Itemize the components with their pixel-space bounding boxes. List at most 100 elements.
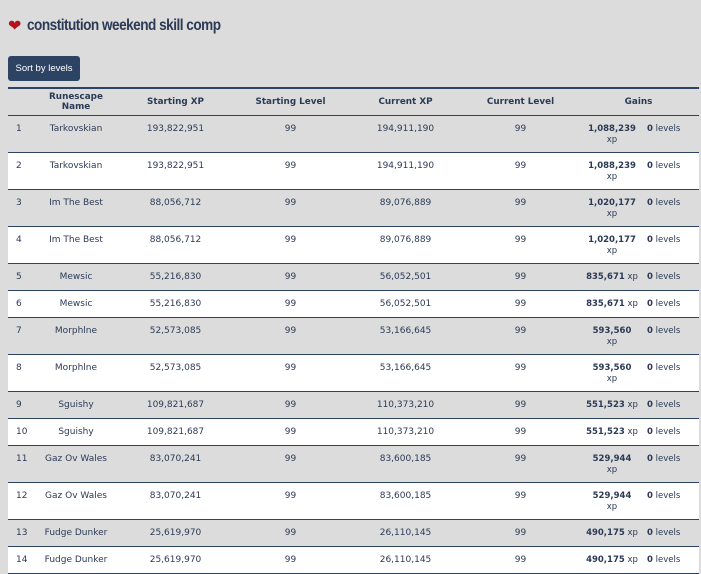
table-row: 5 Mewsic 55,216,830 99 56,052,501 99 835,671 x… [8,263,700,291]
table-row: 3 Im The Best 88,056,712 99 89,076,889 99 1,02… [8,189,700,227]
current-level: 99 [463,445,578,483]
current-xp: 56,052,501 [348,290,463,318]
xp-unit: xp [606,246,618,256]
column-header-current-xp[interactable]: Current XP [348,87,463,116]
starting-level: 99 [233,290,348,318]
table-row: 14 Fudge Dunker 25,619,970 99 26,110,145 99 49… [8,546,700,574]
xp-unit: xp [627,400,638,410]
rank: 5 [8,263,34,291]
starting-xp: 193,822,951 [118,115,233,153]
leaderboard-table: Runescape Name Starting XP Starting Leve… [8,87,700,574]
gained-levels: 0 levels [646,482,700,520]
gained-xp: 835,671 xp [578,263,646,291]
starting-xp: 52,573,085 [118,354,233,392]
current-level: 99 [463,317,578,355]
column-header-starting-level[interactable]: Starting Level [233,87,348,116]
levels-unit: levels [655,528,681,538]
gained-xp: 1,020,177 xp [578,226,646,264]
table-row: 1 Tarkovskian 193,822,951 99 194,911,190 99 1,… [8,115,700,153]
xp-unit: xp [606,374,618,384]
rank: 3 [8,189,34,227]
gained-levels-value: 0 [647,124,653,134]
xp-unit: xp [606,135,618,145]
page-title: ❤ constitution weekend skill comp [8,17,255,35]
current-xp: 83,600,185 [348,482,463,520]
starting-level: 99 [233,482,348,520]
gained-levels-value: 0 [647,326,653,336]
gained-levels-value: 0 [647,161,653,171]
current-level: 99 [463,519,578,547]
current-xp: 53,166,645 [348,354,463,392]
current-level: 99 [463,482,578,520]
starting-xp: 25,619,970 [118,546,233,574]
column-header-gains[interactable]: Gains [578,87,700,116]
xp-unit: xp [627,299,638,309]
gained-levels: 0 levels [646,354,700,392]
gained-levels-value: 0 [647,400,653,410]
current-level: 99 [463,152,578,190]
starting-level: 99 [233,226,348,264]
gained-xp-value: 593,560 [592,326,632,336]
starting-level: 99 [233,263,348,291]
starting-level: 99 [233,354,348,392]
levels-unit: levels [655,363,681,373]
runescape-name: Tarkovskian [34,115,118,153]
gained-xp: 1,088,239 xp [578,115,646,153]
gained-levels-value: 0 [647,454,653,464]
runescape-name: Mewsic [34,290,118,318]
column-header-starting-xp[interactable]: Starting XP [118,87,233,116]
gained-xp-value: 835,671 [586,299,625,309]
gained-levels: 0 levels [646,317,700,355]
sort-by-levels-button[interactable]: Sort by levels [8,56,80,81]
levels-unit: levels [655,299,681,309]
gained-levels-value: 0 [647,363,653,373]
levels-unit: levels [655,491,681,501]
xp-unit: xp [606,172,618,182]
starting-level: 99 [233,519,348,547]
rank: 13 [8,519,34,547]
table-row: 4 Im The Best 88,056,712 99 89,076,889 99 1,02… [8,226,700,264]
rank: 12 [8,482,34,520]
gained-xp-value: 490,175 [586,528,625,538]
gained-xp: 490,175 xp [578,546,646,574]
gained-levels-value: 0 [647,198,653,208]
gained-levels: 0 levels [646,263,700,291]
starting-level: 99 [233,546,348,574]
table-row: 2 Tarkovskian 193,822,951 99 194,911,190 99 1,… [8,152,700,190]
starting-level: 99 [233,152,348,190]
rank: 9 [8,391,34,419]
current-level: 99 [463,546,578,574]
gained-xp: 1,088,239 xp [578,152,646,190]
gained-xp-value: 593,560 [592,363,632,373]
starting-xp: 193,822,951 [118,152,233,190]
levels-unit: levels [655,427,681,437]
gained-xp-value: 1,088,239 [588,161,636,171]
starting-level: 99 [233,418,348,446]
gained-levels: 0 levels [646,546,700,574]
runescape-name: Fudge Dunker [34,546,118,574]
xp-unit: xp [606,337,618,347]
gained-xp-value: 529,944 [592,491,632,501]
gained-xp: 1,020,177 xp [578,189,646,227]
table-row: 12 Gaz Ov Wales 83,070,241 99 83,600,185 99 52… [8,482,700,520]
current-level: 99 [463,189,578,227]
table-row: 8 Morphlne 52,573,085 99 53,166,645 99 593,560… [8,354,700,392]
rank: 10 [8,418,34,446]
gained-levels: 0 levels [646,290,700,318]
starting-xp: 83,070,241 [118,445,233,483]
runescape-name: Gaz Ov Wales [34,482,118,520]
starting-xp: 88,056,712 [118,189,233,227]
runescape-name: Im The Best [34,226,118,264]
table-row: 10 Sguishy 109,821,687 99 110,373,210 99 551,5… [8,418,700,446]
rank: 7 [8,317,34,355]
gained-levels-value: 0 [647,528,653,538]
page-title-text: constitution weekend skill comp [27,17,221,34]
column-header-current-level[interactable]: Current Level [463,87,578,116]
current-xp: 194,911,190 [348,115,463,153]
gained-levels-value: 0 [647,299,653,309]
current-level: 99 [463,391,578,419]
current-xp: 194,911,190 [348,152,463,190]
column-header-name[interactable]: Runescape Name [34,87,118,116]
xp-unit: xp [606,209,618,219]
current-level: 99 [463,290,578,318]
